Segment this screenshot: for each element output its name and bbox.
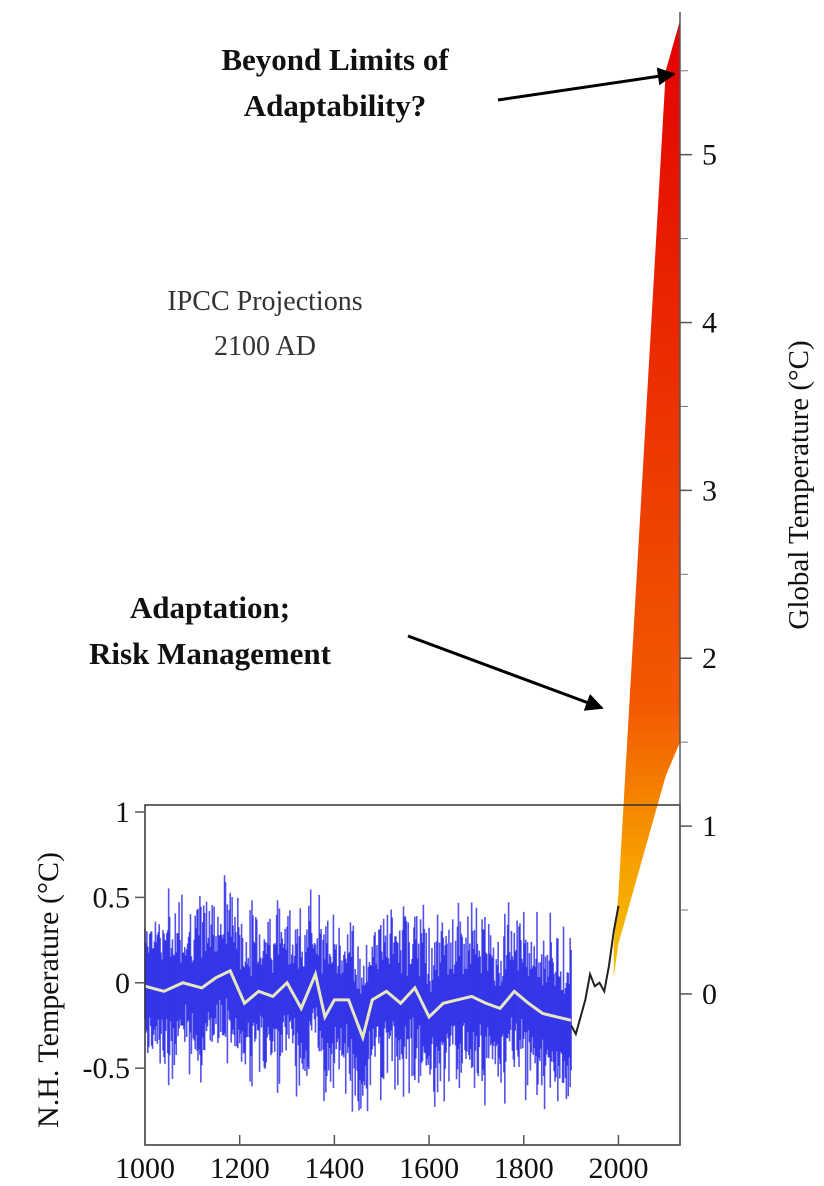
x-axis-tick-label: 2000 <box>588 1152 648 1185</box>
left-axis-tick-label: 0.5 <box>93 881 131 914</box>
left-axis-ticks: 1 0.5 0 -0.5 <box>83 796 145 1085</box>
x-axis-tick-label: 1200 <box>210 1152 270 1185</box>
left-axis-tick-label: 0 <box>115 967 130 1000</box>
annotation-ipcc-line1: IPCC Projections <box>167 286 362 317</box>
left-axis-tick-label: -0.5 <box>83 1052 131 1085</box>
annotation-adapt-line1: Adaptation; <box>130 590 290 625</box>
right-axis-tick-label: 4 <box>702 307 717 340</box>
right-axis-ticks: 5 4 3 2 1 0 <box>680 70 717 1011</box>
right-axis-tick-label: 2 <box>702 642 717 675</box>
x-axis-tick-label: 1800 <box>494 1152 554 1185</box>
x-axis-tick-label: 1000 <box>115 1152 175 1185</box>
annotation-adapt-arrow <box>407 634 604 711</box>
right-axis-tick-label: 5 <box>702 139 717 172</box>
reconstruction-smoothed-line <box>144 968 572 1043</box>
left-axis-title: N.H. Temperature (°C) <box>32 852 65 1128</box>
annotation-beyond-line1: Beyond Limits of <box>221 42 449 77</box>
annotation-beyond-arrow <box>497 67 676 102</box>
left-axis-tick-label: 1 <box>115 796 130 829</box>
x-axis-tick-label: 1600 <box>399 1152 459 1185</box>
x-axis-ticks: 1000 1200 1400 1600 1800 2000 <box>115 1135 648 1185</box>
right-axis-title: Global Temperature (°C) <box>783 340 815 629</box>
right-axis-tick-label: 1 <box>702 810 717 843</box>
annotation-beyond-line2: Adaptability? <box>244 88 427 123</box>
reconstruction-uncertainty <box>144 875 572 1112</box>
annotation-ipcc-line2: 2100 AD <box>214 331 316 362</box>
projection-band <box>613 20 680 978</box>
right-axis-tick-label: 0 <box>702 978 717 1011</box>
instrumental-line <box>570 905 620 1037</box>
x-axis-tick-label: 1400 <box>304 1152 364 1185</box>
annotation-adapt-line2: Risk Management <box>89 636 332 671</box>
right-axis-tick-label: 3 <box>702 474 717 507</box>
